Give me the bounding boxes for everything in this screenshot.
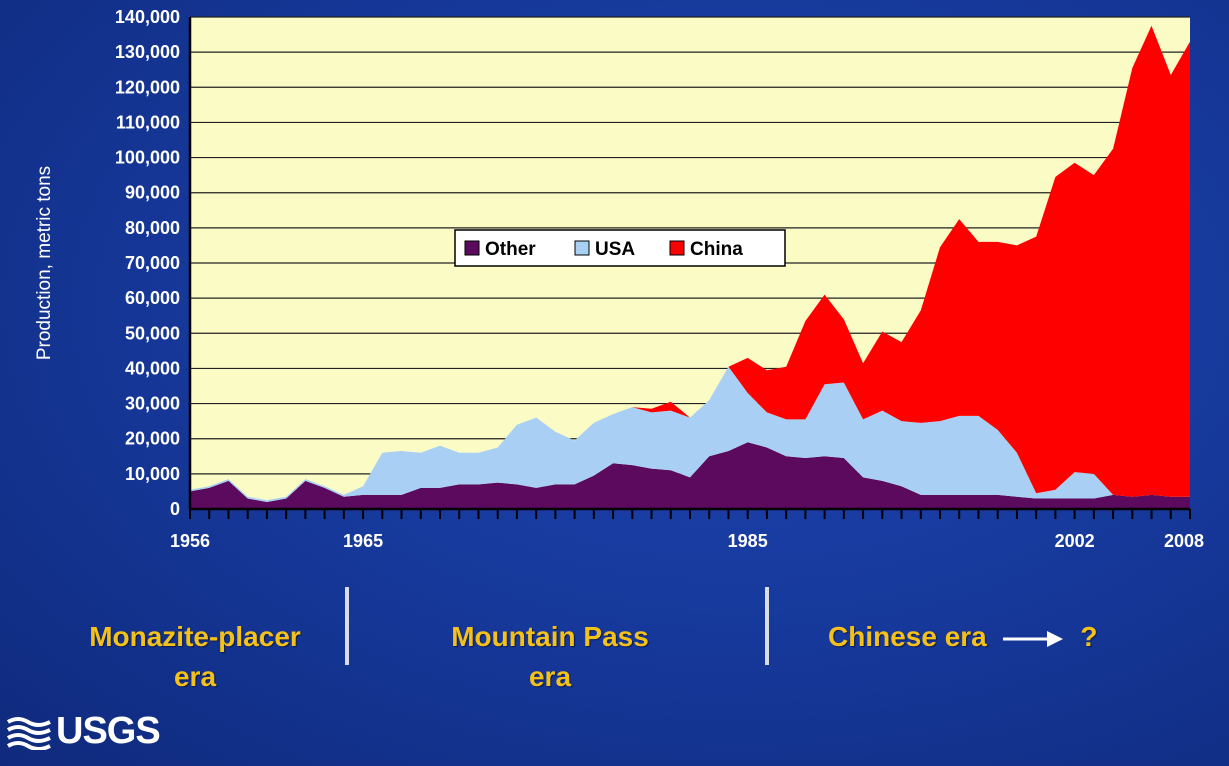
gridlines [190,16,1190,475]
y-tick-label: 130,000 [115,42,180,62]
era-divider-1 [345,587,349,665]
x-tick-labels: 1956 1965 1985 2002 2008 [170,531,1204,551]
legend-label-usa: USA [595,239,635,260]
area-china [190,25,1190,501]
legend-label-china: China [690,239,743,260]
axes [188,17,1191,519]
arrow-right-icon [1002,630,1063,647]
legend-swatch-china [669,240,685,256]
y-tick-label: 90,000 [125,183,180,203]
y-tick-label: 20,000 [125,429,180,449]
y-tick-labels: 0 10,000 20,000 30,000 40,000 50,000 60,000 70,… [115,7,180,519]
series-areas [190,25,1190,509]
usgs-logo-text: USGS [56,710,161,752]
legend-swatch-usa [574,240,590,256]
y-tick-label: 0 [170,499,180,519]
y-tick-label: 100,000 [115,148,180,168]
legend: Other USA China [454,229,786,267]
y-tick-label: 110,000 [116,112,180,132]
era-chinese-question: ? [1080,621,1098,652]
y-tick-label: 140,000 [115,7,180,27]
legend-label-other: Other [485,239,536,260]
x-tick-label: 1956 [170,531,210,551]
usgs-logo: USGS [6,710,161,753]
y-tick-label: 70,000 [125,253,180,273]
y-tick-label: 10,000 [125,464,180,484]
y-axis-label: Production, metric tons [34,166,55,360]
legend-box [454,229,786,267]
era-chinese-label: Chinese era [828,621,987,652]
era-chinese: Chinese era ? [828,617,1168,657]
era-monazite-placer: Monazite-placer era [89,621,301,692]
y-tick-label: 50,000 [125,323,180,343]
area-other [190,442,1190,509]
y-tick-label: 60,000 [125,288,180,308]
y-tick-label: 40,000 [125,358,180,378]
y-tick-label: 80,000 [125,218,180,238]
area-usa [190,366,1190,502]
x-tick-label: 2008 [1164,531,1204,551]
usgs-waves-icon [6,716,51,750]
x-tick-label: 1965 [343,531,383,551]
x-tick-label: 1985 [728,531,768,551]
era-mountain-pass: Mountain Pass era [451,621,649,692]
era-divider-2 [765,587,769,665]
legend-swatch-other [464,240,480,256]
y-tick-label: 30,000 [125,394,180,414]
y-tick-label: 120,000 [115,77,180,97]
x-tick-label: 2002 [1055,531,1095,551]
